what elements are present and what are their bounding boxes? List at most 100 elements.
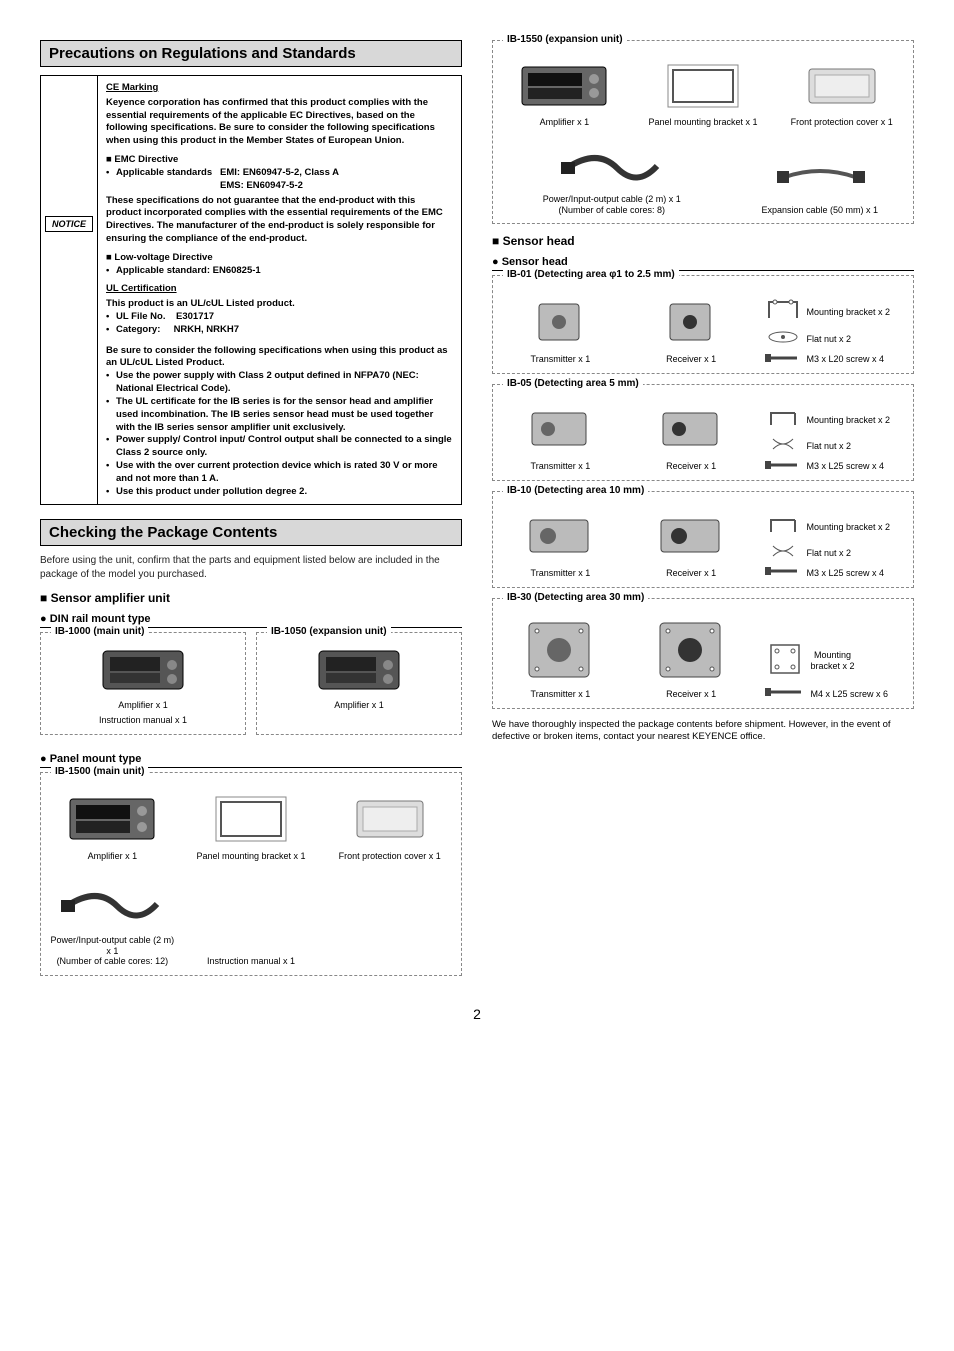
ib1550-amp-label: Amplifier x 1 <box>540 117 590 128</box>
ul-b4: Use with the over current protection dev… <box>116 460 453 486</box>
ib05-tx-label: Transmitter x 1 <box>531 461 591 472</box>
ul-cat-val: NRKH, NRKH7 <box>174 324 239 335</box>
receiver-icon <box>651 399 731 457</box>
notice-label: NOTICE <box>45 216 93 232</box>
ib1000-manual-label: Instruction manual x 1 <box>99 715 187 726</box>
power-cable-icon <box>557 140 667 190</box>
footer-note: We have thoroughly inspected the package… <box>492 719 914 745</box>
ul-b5: Use this product under pollution degree … <box>116 486 453 499</box>
bracket-icon <box>763 405 803 431</box>
ib1500-amp-label: Amplifier x 1 <box>88 851 138 862</box>
page-number: 2 <box>40 1006 914 1022</box>
ib30-tx-label: Transmitter x 1 <box>531 689 591 700</box>
sensor-head-heading: Sensor head <box>492 234 914 248</box>
amplifier-panel-icon <box>514 55 614 113</box>
ib1550-box: IB-1550 (expansion unit) Amplifier x 1 P… <box>492 40 914 224</box>
ul-b2: The UL certificate for the IB series is … <box>116 396 453 434</box>
ib1500-cover-label: Front protection cover x 1 <box>339 851 441 862</box>
ib30-screw-label: M4 x L25 screw x 6 <box>811 689 889 700</box>
lv-directive-title: ■ Low-voltage Directive <box>106 252 453 265</box>
ib1050-box: IB-1050 (expansion unit) Amplifier x 1 <box>256 632 462 735</box>
section-header-regulations: Precautions on Regulations and Standards <box>40 40 462 67</box>
ib1000-title: IB-1000 (main unit) <box>51 626 148 637</box>
ib05-screw-label: M3 x L25 screw x 4 <box>807 461 885 472</box>
ul-file-val: E301717 <box>176 311 214 322</box>
amplifier-icon <box>98 641 188 696</box>
transmitter-icon <box>525 290 595 350</box>
ib10-box: IB-10 (Detecting area 10 mm) Transmitter… <box>492 491 914 588</box>
ul-consider: Be sure to consider the following specif… <box>106 345 453 371</box>
ib10-title: IB-10 (Detecting area 10 mm) <box>503 485 648 496</box>
ib10-tx-label: Transmitter x 1 <box>531 568 591 579</box>
ib05-nut-label: Flat nut x 2 <box>807 441 852 452</box>
ul-cert-title: UL Certification <box>106 283 453 296</box>
receiver-icon <box>656 290 726 350</box>
ib05-rx-label: Receiver x 1 <box>666 461 716 472</box>
emc-std-label: Applicable standards <box>116 167 212 178</box>
amplifier-panel-icon <box>62 787 162 847</box>
receiver-icon <box>649 506 734 564</box>
ib01-box: IB-01 (Detecting area φ1 to 2.5 mm) Tran… <box>492 275 914 374</box>
ib30-rx-label: Receiver x 1 <box>666 689 716 700</box>
screw-icon <box>763 564 803 578</box>
flat-nut-icon <box>763 435 803 453</box>
ib10-rx-label: Receiver x 1 <box>666 568 716 579</box>
ib1500-manual-label: Instruction manual x 1 <box>207 956 295 967</box>
front-cover-icon <box>797 55 887 113</box>
ib30-bracket-label: Mounting bracket x 2 <box>811 650 855 672</box>
bracket-icon <box>763 512 803 538</box>
ib05-title: IB-05 (Detecting area 5 mm) <box>503 378 643 389</box>
ib1000-amp-label: Amplifier x 1 <box>118 700 168 711</box>
ib1500-title: IB-1500 (main unit) <box>51 766 148 777</box>
transmitter-icon <box>520 399 600 457</box>
ce-marking-body: Keyence corporation has confirmed that t… <box>106 97 453 148</box>
receiver-icon <box>646 613 736 685</box>
ib1500-cable-label: Power/Input-output cable (2 m) x 1 (Numb… <box>49 935 176 967</box>
ib01-nut-label: Flat nut x 2 <box>807 334 852 345</box>
ib1550-cable-label: Power/Input-output cable (2 m) x 1 (Numb… <box>543 194 681 216</box>
power-cable-icon <box>57 876 167 931</box>
flat-nut-icon <box>763 328 803 346</box>
transmitter-icon <box>518 506 603 564</box>
ib30-title: IB-30 (Detecting area 30 mm) <box>503 592 648 603</box>
emc-std-emi: EMI: EN60947-5-2, Class A <box>220 167 339 178</box>
package-intro: Before using the unit, confirm that the … <box>40 554 462 581</box>
amp-unit-heading: Sensor amplifier unit <box>40 591 462 605</box>
ib1550-exp-cable-label: Expansion cable (50 mm) x 1 <box>762 205 879 216</box>
ul-cat-label: Category: <box>116 324 160 335</box>
panel-bracket-icon <box>206 787 296 847</box>
screw-icon <box>763 458 803 472</box>
ib05-bracket-label: Mounting bracket x 2 <box>807 415 891 426</box>
ib1550-title: IB-1550 (expansion unit) <box>503 34 627 45</box>
emc-note: These specifications do not guarantee th… <box>106 195 453 246</box>
bracket-icon <box>763 639 807 679</box>
ib1550-bracket-label: Panel mounting bracket x 1 <box>648 117 757 128</box>
flat-nut-icon <box>763 542 803 560</box>
section-header-package: Checking the Package Contents <box>40 519 462 546</box>
screw-icon <box>763 685 807 699</box>
ul-intro: This product is an UL/cUL Listed product… <box>106 298 453 311</box>
ul-b3: Power supply/ Control input/ Control out… <box>116 434 453 460</box>
screw-icon <box>763 351 803 365</box>
ib01-tx-label: Transmitter x 1 <box>531 354 591 365</box>
ib1000-box: IB-1000 (main unit) Amplifier x 1 Instru… <box>40 632 246 735</box>
ul-b1: Use the power supply with Class 2 output… <box>116 370 453 396</box>
front-cover-icon <box>345 787 435 847</box>
ib1050-title: IB-1050 (expansion unit) <box>267 626 391 637</box>
expansion-cable-icon <box>765 151 875 201</box>
ib05-box: IB-05 (Detecting area 5 mm) Transmitter … <box>492 384 914 481</box>
ib01-title: IB-01 (Detecting area φ1 to 2.5 mm) <box>503 269 679 280</box>
transmitter-icon <box>515 613 605 685</box>
bracket-icon <box>763 296 803 324</box>
ib10-nut-label: Flat nut x 2 <box>807 548 852 559</box>
ib30-box: IB-30 (Detecting area 30 mm) Transmitter… <box>492 598 914 709</box>
ce-marking-title: CE Marking <box>106 82 453 95</box>
notice-block: NOTICE CE Marking Keyence corporation ha… <box>40 75 462 505</box>
amplifier-icon <box>314 641 404 696</box>
ib10-bracket-label: Mounting bracket x 2 <box>807 522 891 533</box>
ib1550-cover-label: Front protection cover x 1 <box>791 117 893 128</box>
notice-body: CE Marking Keyence corporation has confi… <box>97 76 461 504</box>
ib01-rx-label: Receiver x 1 <box>666 354 716 365</box>
emc-std-ems: EMS: EN60947-5-2 <box>220 180 303 191</box>
emc-directive-title: ■ EMC Directive <box>106 154 453 167</box>
